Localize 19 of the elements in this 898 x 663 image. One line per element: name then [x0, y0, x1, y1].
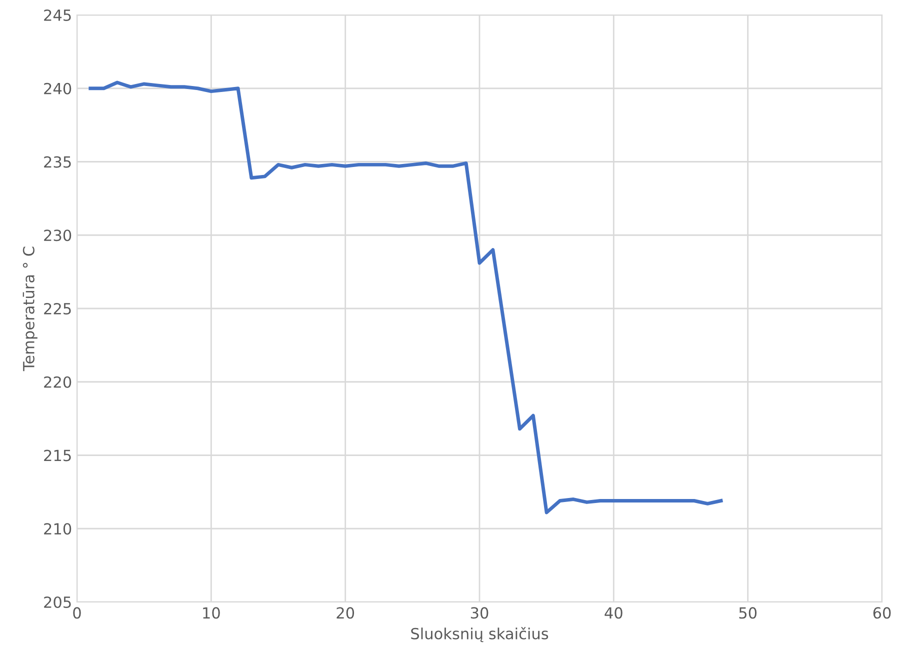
- x-tick-label: 50: [739, 607, 757, 619]
- y-tick-label: 220: [44, 376, 72, 388]
- y-tick-label: 240: [44, 82, 72, 94]
- y-tick-label: 235: [44, 156, 71, 168]
- x-tick-label: 40: [604, 607, 622, 619]
- line-series: [88, 80, 723, 514]
- y-tick-label: 230: [44, 230, 72, 242]
- y-tick-label: 205: [44, 596, 71, 608]
- y-tick-label: 225: [44, 302, 71, 315]
- x-tick-label: 60: [873, 607, 891, 619]
- x-tick-label: 0: [73, 607, 81, 619]
- y-tick-label: 210: [44, 523, 72, 535]
- x-tick-label: 30: [470, 607, 488, 619]
- x-axis-title: Sluoksnių skaičius: [411, 626, 548, 642]
- y-tick-label: 215: [44, 450, 71, 462]
- x-tick-label: 20: [336, 607, 354, 619]
- x-tick-label: 10: [203, 607, 220, 619]
- y-axis-title: Temperatūra ° C: [22, 246, 38, 372]
- y-tick-label: 245: [44, 9, 71, 22]
